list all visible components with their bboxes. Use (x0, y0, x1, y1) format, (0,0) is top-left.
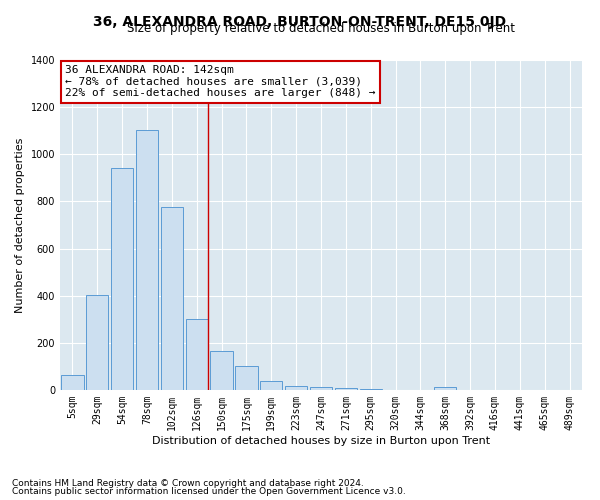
Bar (310, 387, 332, 390)
Text: 36 ALEXANDRA ROAD: 142sqm
← 78% of detached houses are smaller (3,039)
22% of se: 36 ALEXANDRA ROAD: 142sqm ← 78% of detac… (65, 65, 376, 98)
Bar (260, 380, 283, 390)
X-axis label: Distribution of detached houses by size in Burton upon Trent: Distribution of detached houses by size … (152, 436, 490, 446)
Bar (285, 386, 307, 390)
Bar (359, 389, 382, 390)
Bar (86, 294, 109, 390)
Bar (185, 320, 208, 390)
Bar (111, 168, 133, 390)
Bar (161, 208, 183, 390)
Bar (61, 374, 83, 390)
Bar (136, 130, 158, 390)
Text: Contains HM Land Registry data © Crown copyright and database right 2024.: Contains HM Land Registry data © Crown c… (12, 478, 364, 488)
Text: 36, ALEXANDRA ROAD, BURTON-ON-TRENT, DE15 0JD: 36, ALEXANDRA ROAD, BURTON-ON-TRENT, DE1… (94, 15, 506, 29)
Title: Size of property relative to detached houses in Burton upon Trent: Size of property relative to detached ho… (127, 22, 515, 35)
Bar (235, 366, 257, 390)
Bar (434, 387, 457, 390)
Text: Contains public sector information licensed under the Open Government Licence v3: Contains public sector information licen… (12, 487, 406, 496)
Bar (335, 388, 357, 390)
Bar (211, 351, 233, 390)
Y-axis label: Number of detached properties: Number of detached properties (15, 138, 25, 312)
